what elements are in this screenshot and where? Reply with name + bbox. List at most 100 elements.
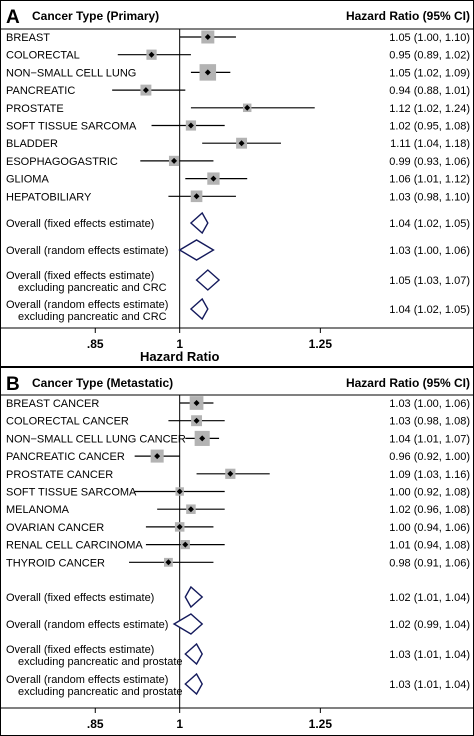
panel-a-row-9-ci-text: 1.03 (0.98, 1.10) bbox=[389, 191, 470, 203]
panel-b-row-10-label: Overall (fixed effects estimate) bbox=[6, 592, 154, 604]
panel-a-row-0-label: BREAST bbox=[6, 32, 50, 44]
panel-b-row-5-ci-text: 1.00 (0.92, 1.08) bbox=[389, 487, 470, 499]
panel-b-row-12-ci-text: 1.03 (1.01, 1.04) bbox=[389, 649, 470, 661]
panel-a-row-12-summary-diamond bbox=[195, 269, 221, 291]
panel-b-row-3-label: PANCREATIC CANCER bbox=[6, 451, 125, 463]
panel-a-row-8-point bbox=[210, 175, 217, 182]
panel-a-row-2-point bbox=[204, 69, 211, 76]
panel-b-row-4-label: PROSTATE CANCER bbox=[6, 469, 113, 481]
panel-a-row-1-label: COLORECTAL bbox=[6, 50, 80, 62]
panel-b-row-7-label: OVARIAN CANCER bbox=[6, 522, 104, 534]
panel-b-row-7-ci-text: 1.00 (0.94, 1.06) bbox=[389, 522, 470, 534]
panel-b-row-11-label: Overall (random effects estimate) bbox=[6, 619, 168, 631]
panel-b-row-11-summary-diamond bbox=[172, 613, 204, 635]
panel-a-x-axis-title: Hazard Ratio bbox=[140, 349, 220, 364]
panel-a-row-0-point bbox=[204, 34, 211, 40]
panel-a-row-6-point bbox=[238, 140, 245, 147]
panel-b-tick-label-1: 1 bbox=[176, 717, 183, 731]
panel-a-row-8-label: GLIOMA bbox=[6, 174, 49, 186]
panel-b-row-8-label: RENAL CELL CARCINOMA bbox=[6, 540, 143, 552]
panel-b-header-left: Cancer Type (Metastatic) bbox=[32, 376, 173, 390]
panel-b-row-12-summary-diamond bbox=[184, 642, 203, 666]
panel-a-row-1-ci-text: 0.95 (0.89, 1.02) bbox=[389, 50, 470, 62]
panel-b-tick-label-0: .85 bbox=[87, 717, 104, 731]
panel-b-row-13-ci-text: 1.03 (1.01, 1.04) bbox=[389, 679, 470, 691]
panel-a-header-left: Cancer Type (Primary) bbox=[32, 9, 159, 23]
panel-a-header-right: Hazard Ratio (95% CI) bbox=[346, 9, 470, 23]
panel-b-row-9-point bbox=[165, 559, 172, 566]
panel-a-tick-label-0: .85 bbox=[87, 337, 104, 351]
panel-a-row-10-label: Overall (fixed effects estimate) bbox=[6, 218, 154, 230]
panel-b-row-13-label: Overall (random effects estimate) bbox=[6, 674, 168, 686]
panel-b-row-12-label-line2: excluding pancreatic and prostate bbox=[18, 656, 183, 668]
panel-b-row-10-ci-text: 1.02 (1.01, 1.04) bbox=[389, 592, 470, 604]
panel-b-row-13-summary-diamond bbox=[184, 672, 203, 696]
panel-a-row-2-ci-text: 1.05 (1.02, 1.09) bbox=[389, 67, 470, 79]
panel-a-row-11-label: Overall (random effects estimate) bbox=[6, 245, 168, 257]
panel-b-row-5-point bbox=[176, 488, 183, 495]
panel-a-row-10-ci-text: 1.04 (1.02, 1.05) bbox=[389, 218, 470, 230]
panel-a-row-0-ci-text: 1.05 (1.00, 1.10) bbox=[389, 32, 470, 44]
panel-b-row-12-label: Overall (fixed effects estimate) bbox=[6, 644, 154, 656]
panel-b-row-13-label-line2: excluding pancreatic and prostate bbox=[18, 686, 183, 698]
panel-a-row-5-point bbox=[187, 122, 194, 129]
panel-a-row-3-ci-text: 0.94 (0.88, 1.01) bbox=[389, 85, 470, 97]
panel-b-row-3-point bbox=[154, 453, 161, 460]
panel-b-row-2-point bbox=[199, 435, 206, 442]
panel-a-row-4-label: PROSTATE bbox=[6, 103, 64, 115]
panel-b-row-10-summary-diamond bbox=[184, 585, 204, 609]
panel-a-row-4-point bbox=[244, 104, 251, 111]
panel-b-row-9-label: THYROID CANCER bbox=[6, 557, 105, 569]
panel-b-row-1-ci-text: 1.03 (0.98, 1.08) bbox=[389, 416, 470, 428]
panel-a-row-10-summary-diamond bbox=[189, 211, 209, 235]
panel-b-row-11-ci-text: 1.02 (0.99, 1.04) bbox=[389, 619, 470, 631]
panel-b-row-4-point bbox=[227, 470, 234, 477]
panel-b-row-1-point bbox=[193, 417, 200, 424]
panel-a-row-2-label: NON−SMALL CELL LUNG bbox=[6, 67, 136, 79]
panel-a-row-12-ci-text: 1.05 (1.03, 1.07) bbox=[389, 275, 470, 287]
panel-b-row-8-point bbox=[182, 541, 189, 548]
panel-a-row-13-label-line2: excluding pancreatic and CRC bbox=[18, 311, 167, 323]
panel-a-row-3-label: PANCREATIC bbox=[6, 85, 75, 97]
panel-a-row-7-label: ESOPHAGOGASTRIC bbox=[6, 156, 118, 168]
panel-b-row-6-point bbox=[187, 506, 194, 513]
panel-a-row-5-ci-text: 1.02 (0.95, 1.08) bbox=[389, 121, 470, 133]
panel-b-row-5-label: SOFT TISSUE SARCOMA bbox=[6, 487, 137, 499]
panel-b-row-0-ci-text: 1.03 (1.00, 1.06) bbox=[389, 398, 470, 410]
panel-a-row-11-ci-text: 1.03 (1.00, 1.06) bbox=[389, 245, 470, 257]
panel-a-row-6-label: BLADDER bbox=[6, 138, 58, 150]
panel-a-row-13-ci-text: 1.04 (1.02, 1.05) bbox=[389, 304, 470, 316]
panel-b-row-0-label: BREAST CANCER bbox=[6, 398, 99, 410]
panel-a-tick-label-1: 1 bbox=[176, 337, 183, 351]
panel-b-row-1-label: COLORECTAL CANCER bbox=[6, 416, 129, 428]
panel-a-row-11-summary-diamond bbox=[178, 239, 215, 261]
panel-b-letter: B bbox=[6, 374, 20, 395]
panel-a-row-13-label: Overall (random effects estimate) bbox=[6, 299, 168, 311]
panel-a-tick-label-2: 1.25 bbox=[309, 337, 333, 351]
panel-b-row-8-ci-text: 1.01 (0.94, 1.08) bbox=[389, 540, 470, 552]
panel-a-row-6-ci-text: 1.11 (1.04, 1.18) bbox=[390, 138, 470, 150]
panel-b-row-4-ci-text: 1.09 (1.03, 1.16) bbox=[389, 469, 470, 481]
panel-b-row-9-ci-text: 0.98 (0.91, 1.06) bbox=[389, 557, 470, 569]
panel-a-letter: A bbox=[6, 7, 20, 28]
panel-b-row-7-point bbox=[176, 523, 183, 530]
panel-a-row-7-point bbox=[171, 157, 178, 164]
panel-a-row-12-label: Overall (fixed effects estimate) bbox=[6, 270, 154, 282]
panel-a-row-12-label-line2: excluding pancreatic and CRC bbox=[18, 282, 167, 294]
panel-b-row-6-label: MELANOMA bbox=[6, 504, 70, 516]
panel-b-row-0-point bbox=[193, 400, 200, 406]
panel-b-row-3-ci-text: 0.96 (0.92, 1.00) bbox=[389, 451, 470, 463]
panel-a-row-3-point bbox=[142, 87, 149, 94]
panel-a-row-4-ci-text: 1.12 (1.02, 1.24) bbox=[389, 103, 470, 115]
panel-b-row-6-ci-text: 1.02 (0.96, 1.08) bbox=[389, 504, 470, 516]
panel-a-row-8-ci-text: 1.06 (1.01, 1.12) bbox=[389, 174, 470, 186]
panel-b-tick-label-2: 1.25 bbox=[309, 717, 333, 731]
panel-b-row-2-ci-text: 1.04 (1.01, 1.07) bbox=[389, 433, 470, 445]
panel-a-row-1-point bbox=[148, 51, 155, 58]
panel-a-row-9-point bbox=[193, 193, 200, 200]
panel-a-row-9-label: HEPATOBILIARY bbox=[6, 191, 92, 203]
panel-a-row-7-ci-text: 0.99 (0.93, 1.06) bbox=[389, 156, 470, 168]
panel-b-header-right: Hazard Ratio (95% CI) bbox=[346, 376, 470, 390]
panel-a-row-13-summary-diamond bbox=[189, 297, 209, 321]
